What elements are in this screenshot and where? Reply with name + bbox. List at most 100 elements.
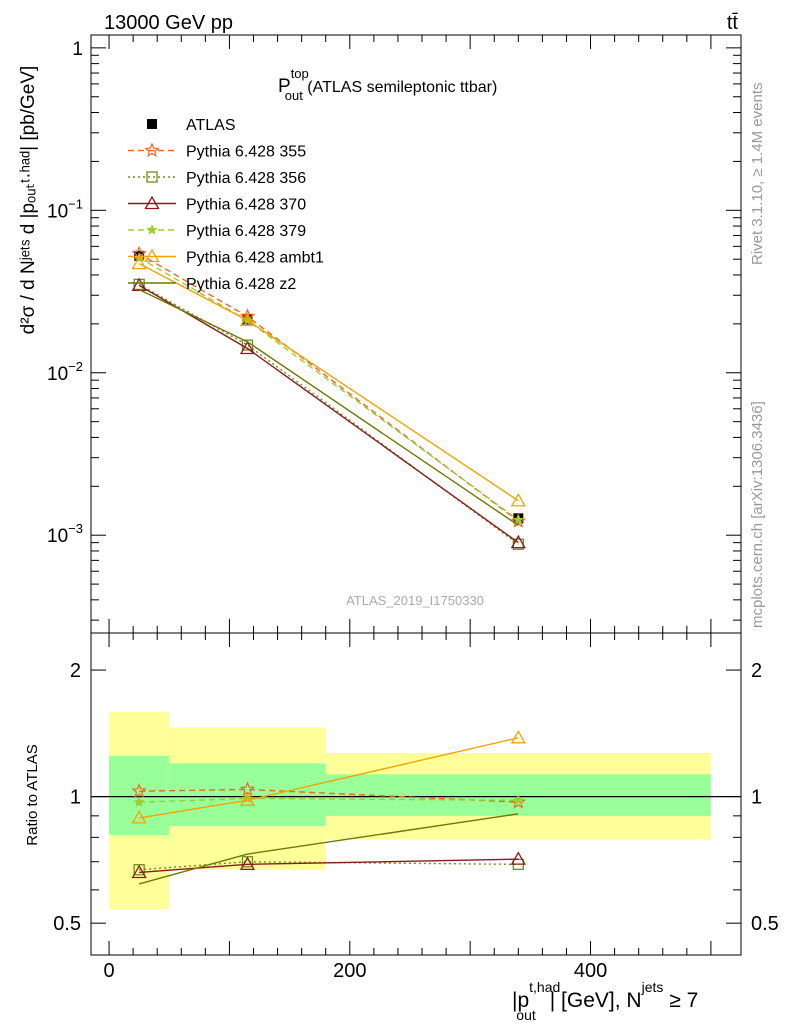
legend-label: Pythia 6.428 356: [186, 170, 306, 187]
ratio-y-tick-label: 0.5: [53, 913, 81, 935]
header-left: 13000 GeV pp: [104, 12, 233, 34]
x-axis-label: |pt,had out | [GeV], Njets ≥ 7: [512, 979, 698, 1023]
legend-marker: [144, 248, 160, 263]
series-line: [138, 262, 519, 502]
legend-marker: [147, 119, 157, 129]
legend-entry: Pythia 6.428 ambt1: [128, 248, 324, 267]
rivet-version-text: Rivet 3.1.10, ≥ 1.4M events: [749, 83, 766, 266]
ratio-y-tick-label: 1: [70, 787, 81, 809]
tick-base: 10: [47, 526, 68, 547]
ratio-y-label: Ratio to ATLAS: [24, 744, 41, 845]
plot-title: Ptop out (ATLAS semileptonic ttbar): [278, 66, 497, 103]
ratio-panel-frame: [90, 632, 742, 956]
title-rest: (ATLAS semileptonic ttbar): [303, 79, 497, 96]
series-pythia-6-428-z2: [138, 288, 519, 526]
x-tick-label: 0: [103, 960, 114, 982]
uncertainty-band-stat: [109, 755, 170, 836]
mcplots-text: mcplots.cern.ch [arXiv:1306.3436]: [749, 401, 766, 628]
legend-marker: [144, 195, 160, 210]
ratio-point: [131, 783, 147, 798]
ratio-y-tick-label-right: 0.5: [751, 913, 779, 935]
title-main: P: [278, 76, 291, 97]
data-point: [510, 534, 526, 549]
ratio-series-pythia-6-428-ambt1: [131, 729, 526, 824]
xlabel-sub: out: [516, 1007, 536, 1023]
ratio-point: [510, 729, 526, 744]
x-tick-label: 400: [574, 960, 607, 982]
ratio-y-tick-label-right: 1: [751, 787, 762, 809]
data-point: [239, 312, 256, 327]
header-right: tt̄: [727, 12, 739, 34]
data-point: [512, 514, 524, 525]
title-sup: top: [291, 66, 309, 81]
ratio-line: [139, 858, 519, 874]
legend-label: ATLAS: [186, 117, 236, 134]
tick-exp: −1: [68, 196, 83, 211]
main-y-tick-label: 10−1: [47, 196, 83, 222]
data-point: [510, 492, 526, 507]
ratio-point: [133, 796, 145, 807]
ratio-series-pythia-6-428-z2: [138, 813, 519, 885]
ratio-series-pythia-6-428-370: [131, 851, 526, 879]
series-line: [138, 257, 519, 521]
ratio-panel: 0.5 0.5 1 1 2 2 0 200 400: [53, 632, 779, 982]
ratio-bands-layer: [109, 711, 711, 910]
legend-label: Pythia 6.428 355: [186, 144, 306, 161]
legend-entry: Pythia 6.428 370: [128, 195, 306, 214]
series-line: [138, 288, 519, 526]
ratio-point: [239, 792, 256, 806]
tick-base: 1: [72, 39, 83, 60]
ratio-y-tick-label-right: 2: [751, 660, 762, 682]
series-pythia-6-428-ambt1: [131, 255, 526, 507]
legend-label: Pythia 6.428 379: [186, 223, 306, 240]
ratio-series-layer: [131, 729, 526, 885]
data-point: [131, 255, 147, 270]
data-point: [239, 340, 256, 355]
main-y-tick-label: 10−3: [47, 521, 83, 547]
legend-label: Pythia 6.428 370: [186, 197, 306, 214]
main-y-label: d²σ / d Nʲᵉᵗˢ d |pₒᵤₜᵗ·ʰᵃᵈ| [pb/GeV]: [18, 66, 39, 335]
xlabel-b: | [GeV], N: [550, 989, 642, 1012]
ratio-point: [239, 781, 256, 796]
legend: ATLAS Pythia 6.428 355 Pythia 6.428 356 Pyt…: [128, 117, 324, 293]
main-axis-ticks: 110−110−210−3: [47, 35, 741, 633]
legend-entry: Pythia 6.428 355: [128, 142, 306, 161]
series-line: [138, 283, 519, 545]
ratio-point: [510, 851, 526, 865]
x-tick-label: 200: [333, 960, 366, 982]
title-sub: out: [285, 88, 303, 103]
ratio-line: [139, 737, 519, 819]
ratio-line: [139, 861, 519, 871]
xlabel-c: ≥ 7: [663, 989, 698, 1012]
xlabel-a: |p: [512, 989, 529, 1012]
series-pythia-6-428-370: [131, 277, 526, 549]
legend-entry: Pythia 6.428 z2: [128, 276, 296, 293]
legend-marker: [146, 171, 158, 183]
xlabel-sup: t,had: [529, 979, 560, 995]
ratio-line: [138, 813, 519, 885]
ratio-point: [131, 864, 147, 879]
legend-marker: [144, 142, 160, 158]
tick-exp: −2: [68, 359, 83, 374]
legend-entry: ATLAS: [147, 117, 236, 134]
series-line: [138, 284, 519, 544]
ratio-axis-ticks: 0.5 0.5 1 1 2 2 0 200 400: [53, 633, 779, 982]
analysis-watermark: ATLAS_2019_I1750330: [346, 593, 484, 608]
main-y-tick-label: 10−2: [47, 359, 83, 385]
series-pythia-6-428-379: [133, 251, 524, 525]
xlabel-sup2: jets: [641, 979, 664, 995]
tick-exp: −3: [68, 521, 83, 536]
series-pythia-6-428-356: [133, 278, 524, 550]
legend-entry: Pythia 6.428 356: [128, 170, 306, 187]
data-point: [510, 513, 526, 528]
ratio-point: [239, 856, 256, 871]
tick-base: 10: [47, 364, 68, 385]
ratio-y-tick-label: 2: [70, 660, 81, 682]
main-y-tick-label: 1: [72, 39, 83, 60]
data-point: [131, 277, 147, 292]
legend-entry: Pythia 6.428 379: [128, 223, 306, 240]
legend-marker: [146, 224, 158, 235]
ratio-point: [131, 810, 147, 824]
ratio-point: [512, 794, 524, 805]
